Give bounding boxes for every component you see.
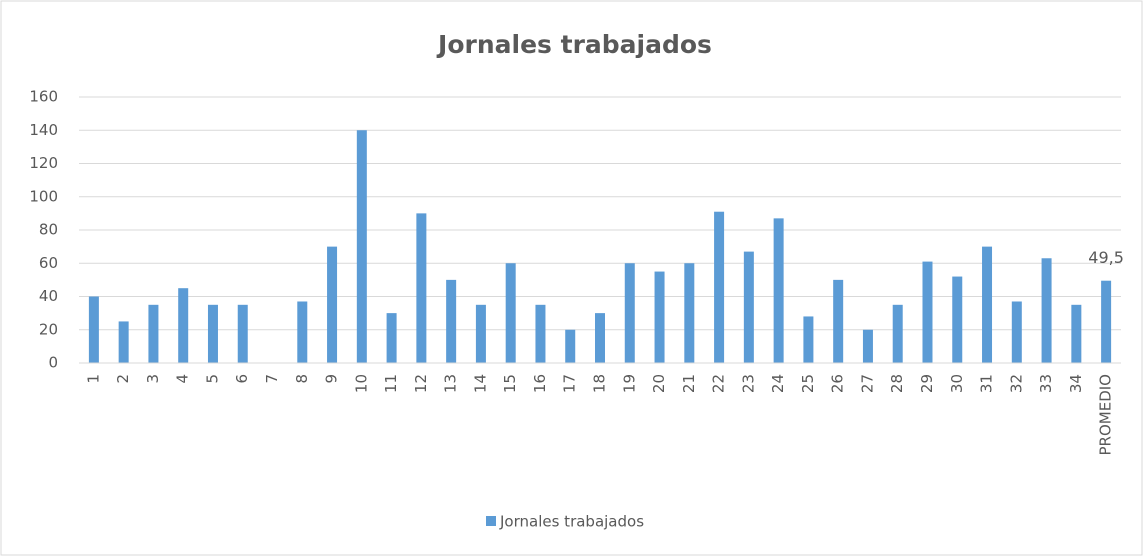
y-tick-label: 140 (29, 121, 58, 139)
x-tick-label: 6 (233, 374, 251, 384)
x-tick-label: 31 (978, 374, 996, 393)
x-tick-label: 11 (382, 374, 400, 393)
y-tick-label: 160 (29, 88, 58, 106)
x-tick-label: 26 (829, 374, 847, 393)
chart-title: Jornales trabajados (436, 30, 712, 59)
bar (416, 213, 427, 363)
x-tick-label: 20 (650, 374, 668, 393)
bar (922, 261, 933, 363)
x-tick-label: 24 (769, 374, 787, 393)
bar (862, 329, 873, 363)
x-tick-label: PROMEDIO (1097, 374, 1115, 455)
x-tick-label: 34 (1067, 374, 1085, 393)
x-tick-label: 16 (531, 374, 549, 393)
x-tick-label: 18 (591, 374, 609, 393)
legend-label: Jornales trabajados (499, 513, 644, 531)
x-tick-label: 3 (144, 374, 162, 384)
bar (475, 304, 486, 363)
y-tick-label: 40 (39, 287, 58, 305)
bar (237, 304, 248, 363)
bar (178, 288, 189, 363)
x-tick-label: 15 (501, 374, 519, 393)
bar (595, 313, 605, 363)
data-label: 49,5 (1088, 248, 1124, 267)
y-tick-label: 80 (39, 221, 58, 239)
y-tick-label: 0 (48, 354, 58, 372)
x-tick-label: 2 (114, 374, 132, 384)
x-tick-label: 32 (1007, 374, 1025, 393)
y-tick-label: 60 (39, 254, 58, 272)
x-tick-label: 7 (263, 374, 281, 384)
x-tick-label: 25 (799, 374, 817, 393)
bar (118, 321, 129, 363)
x-tick-label: 30 (948, 374, 966, 393)
x-tick-label: 4 (174, 374, 192, 384)
bar (356, 130, 367, 363)
bar (207, 304, 218, 363)
bar (148, 304, 159, 363)
bar (773, 218, 784, 363)
x-tick-label: 13 (442, 374, 460, 393)
x-tick-label: 17 (561, 374, 579, 393)
y-tick-label: 100 (29, 187, 58, 205)
x-tick-label: 33 (1037, 374, 1055, 393)
x-tick-label: 9 (323, 374, 341, 384)
bar (982, 246, 993, 363)
bar (743, 251, 754, 363)
bar (1101, 280, 1112, 363)
bar (892, 304, 903, 363)
bar (1071, 304, 1082, 363)
x-tick-label: 10 (352, 374, 370, 393)
bar (654, 271, 665, 363)
bar (386, 313, 397, 363)
bar (803, 316, 814, 363)
bar (624, 263, 635, 363)
x-tick-label: 21 (680, 374, 698, 393)
bar (535, 304, 546, 363)
y-tick-label: 20 (39, 320, 58, 338)
bar (88, 296, 99, 363)
bar (684, 263, 695, 363)
bar (952, 276, 963, 363)
bar (1041, 258, 1052, 363)
x-tick-label: 14 (471, 374, 489, 393)
bar (565, 329, 576, 363)
bar (446, 279, 457, 363)
x-tick-label: 8 (293, 374, 311, 384)
bar (833, 279, 844, 363)
bar (297, 301, 308, 363)
x-tick-label: 19 (620, 374, 638, 393)
x-tick-label: 29 (918, 374, 936, 393)
x-tick-label: 5 (203, 374, 221, 384)
bar (505, 263, 516, 363)
y-tick-label: 120 (29, 154, 58, 172)
legend-swatch (486, 516, 496, 526)
x-tick-label: 1 (84, 374, 102, 384)
x-tick-label: 28 (888, 374, 906, 393)
x-tick-label: 22 (710, 374, 728, 393)
x-tick-label: 12 (412, 374, 430, 393)
bar (327, 246, 338, 363)
bar (714, 211, 725, 363)
bar (1011, 301, 1022, 363)
x-tick-label: 27 (858, 374, 876, 393)
x-tick-label: 23 (739, 374, 757, 393)
